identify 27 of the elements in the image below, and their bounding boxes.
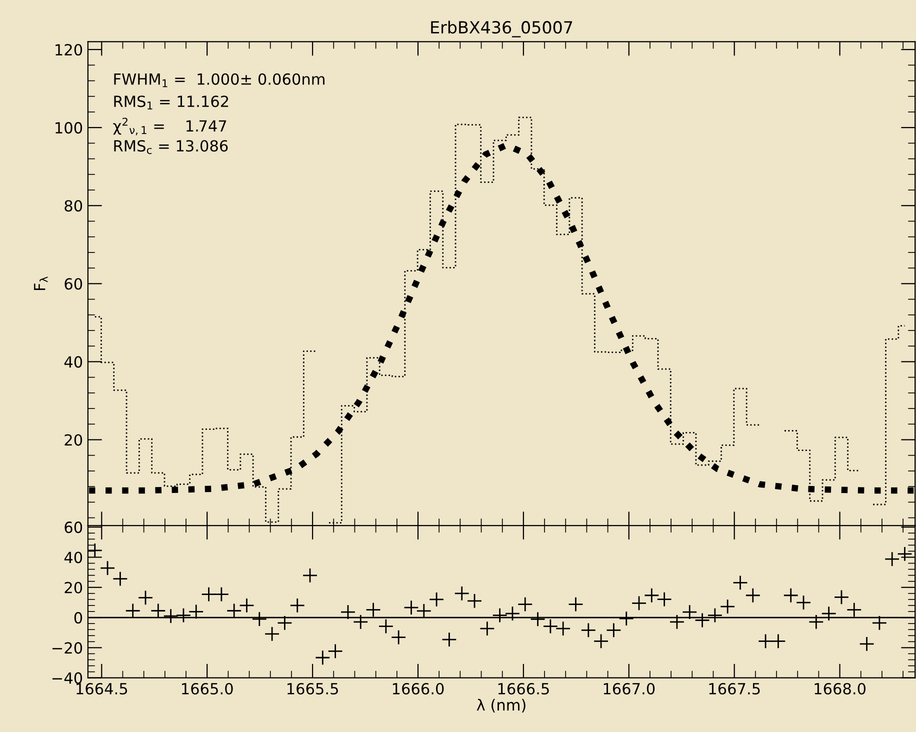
x-tick-label: 1665.5 [287, 682, 338, 695]
y-tick-label: 40 [64, 552, 82, 564]
x-tick-label: 1666.0 [392, 682, 444, 695]
y-tick-label: −40 [52, 672, 82, 684]
y-tick-label: 80 [64, 200, 82, 212]
y-tick-label: 60 [64, 278, 82, 290]
y-axis-title: F$_{λ}$ [34, 276, 48, 290]
x-axis-title: λ (nm) [476, 698, 526, 712]
y-tick-label: 40 [64, 356, 82, 368]
y-tick-label: 60 [64, 522, 82, 534]
annotation: FWHM$_{1}$ = 1.000± 0.060nm [114, 73, 324, 88]
x-tick-label: 1668.0 [814, 682, 866, 695]
y-tick-label: 20 [64, 434, 82, 446]
chart-title: ErbBX436_05007 [431, 20, 572, 38]
annotation: RMS$_{c}$ = 13.086 [114, 140, 228, 154]
annotation: RMS$_{1}$ = 11.162 [114, 96, 228, 110]
x-tick-label: 1667.5 [709, 682, 760, 695]
x-tick-label: 1666.5 [498, 682, 549, 695]
y-tick-label: 100 [56, 122, 82, 134]
y-tick-label: 20 [64, 582, 82, 594]
x-tick-label: 1665.0 [182, 682, 233, 695]
y-tick-label: −20 [52, 642, 82, 654]
y-tick-label: 120 [56, 44, 82, 56]
x-tick-label: 1664.5 [76, 682, 128, 695]
annotation: χ$^{2}$$_{ν,1}$ = 1.747 [113, 118, 226, 136]
y-tick-label: 0 [74, 612, 82, 624]
x-tick-label: 1667.0 [604, 682, 655, 695]
